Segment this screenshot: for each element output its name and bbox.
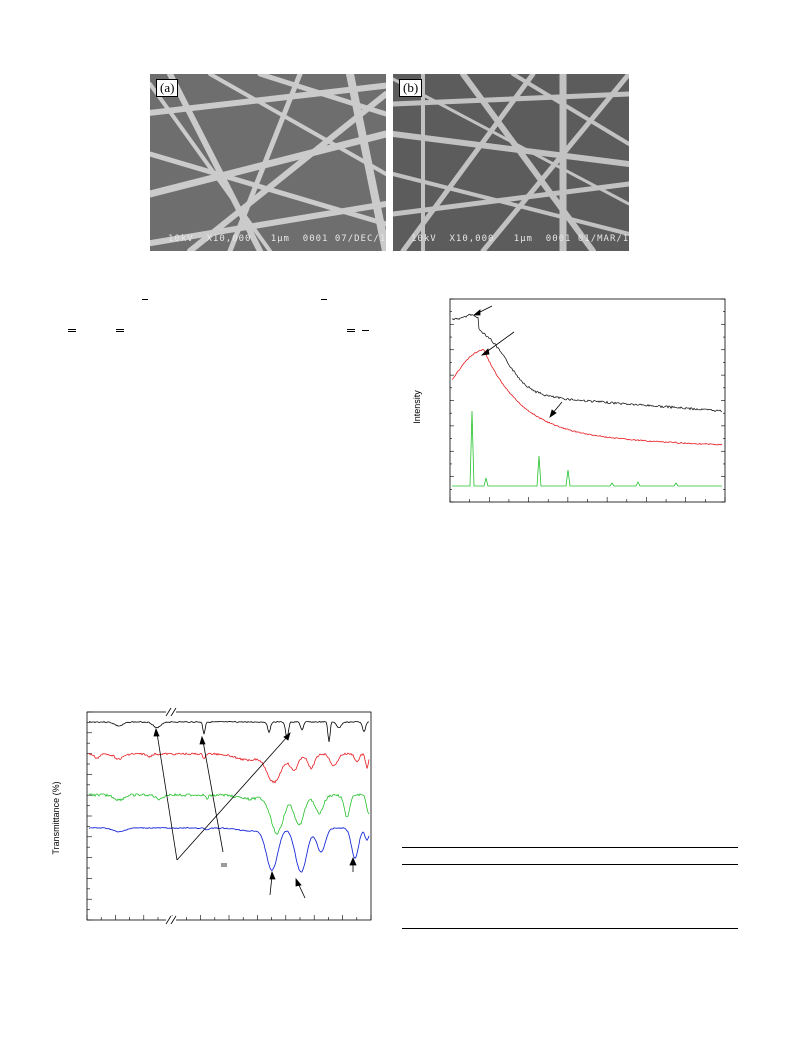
xrd-arrows <box>472 305 563 418</box>
sem-fibers-a <box>150 74 386 251</box>
xrd-arrow <box>484 331 515 354</box>
ftir-arrowhead <box>199 735 206 745</box>
ftir-arrow <box>176 736 288 861</box>
ftir-formula-mark <box>221 863 227 867</box>
ftir-plot-frame <box>86 711 372 921</box>
formula-mark <box>68 329 76 330</box>
ftir-series-red <box>88 752 370 784</box>
sem-panel-label-b: (b) <box>399 79 423 97</box>
formula-mark <box>347 329 355 330</box>
formula-mark <box>142 299 148 300</box>
ftir-series-green <box>88 792 370 835</box>
ftir-series-black <box>88 720 369 742</box>
sem-info-bar-b: 10kV X10,000 1μm 0001 01/MAR/12 <box>411 234 629 244</box>
xrd-y-axis-label: Intensity <box>412 390 422 424</box>
ftir-arrows <box>153 727 357 899</box>
xrd-series-green <box>452 410 722 487</box>
ftir-y-axis-label: Transmittance (%) <box>51 781 61 854</box>
sem-fibers-b <box>393 74 629 251</box>
ftir-arrowhead <box>153 727 160 737</box>
table-bottom-rule <box>402 928 738 929</box>
formula-mark <box>68 331 76 332</box>
ftir-axis-breaks <box>165 707 177 925</box>
ftir-arrow <box>202 740 224 853</box>
xrd-arrowhead <box>472 309 481 316</box>
ftir-ticks <box>86 711 372 921</box>
ftir-arrowhead <box>283 732 291 741</box>
ftir-series-blue <box>88 826 370 873</box>
sem-panel-label-a: (a) <box>156 79 179 97</box>
formula-mark <box>116 329 124 330</box>
formula-mark <box>321 299 327 300</box>
ftir-arrowhead <box>295 877 302 887</box>
ftir-arrow <box>156 732 178 861</box>
sem-info-bar-a: 10kV X10,000 1μm 0001 07/DEC/11 <box>168 234 386 244</box>
sem-image-b: (b) 10kV X10,000 1μm 0001 01/MAR/12 <box>393 74 629 251</box>
xrd-ticks <box>449 298 726 503</box>
ftir-arrowhead <box>269 870 276 880</box>
formula-mark <box>362 330 369 331</box>
ftir-arrowhead <box>349 856 357 866</box>
xrd-arrowhead <box>549 409 557 418</box>
xrd-arrowhead <box>480 348 490 356</box>
table-top-rule <box>402 847 738 848</box>
xrd-series-red <box>451 349 723 446</box>
sem-image-a: (a) 10kV X10,000 1μm 0001 07/DEC/11 <box>150 74 386 251</box>
formula-mark <box>347 331 355 332</box>
xrd-chart: Intensity <box>412 298 726 503</box>
formula-mark <box>116 331 124 332</box>
table-header-rule <box>402 864 738 865</box>
xrd-series-black <box>451 313 723 412</box>
ftir-chart: Transmittance (%) <box>51 707 372 925</box>
